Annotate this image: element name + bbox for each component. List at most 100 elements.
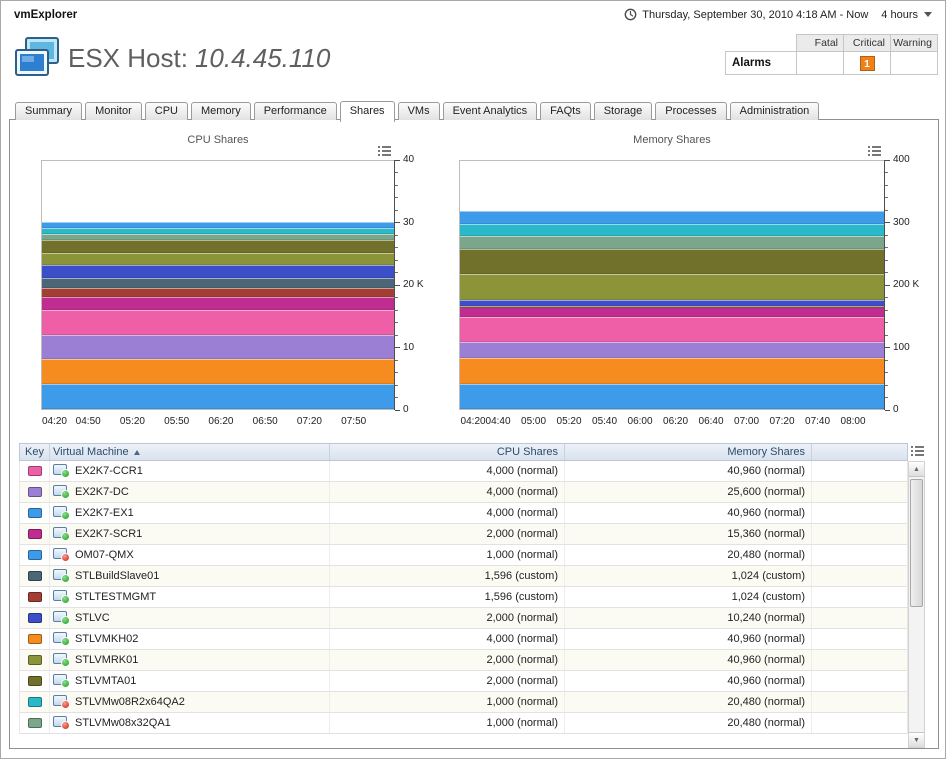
y-minor-tick [885, 184, 888, 186]
y-minor-tick [395, 197, 398, 198]
column-header-virtual-machine[interactable]: Virtual Machine [50, 444, 330, 460]
column-header-cpu-shares[interactable]: CPU Shares [330, 444, 565, 460]
memory-shares-value: 40,960 (normal) [565, 671, 812, 691]
vm-cell[interactable]: STLVC [50, 608, 330, 628]
y-tick [395, 409, 400, 411]
y-tick [395, 222, 400, 223]
content-panel: CPU Shares 0 10 20 K 30 40 04:20 04:50 05:20 05… [9, 119, 939, 749]
chart-menu-icon[interactable] [868, 144, 882, 156]
memory-shares-value: 1,024 (custom) [565, 587, 812, 607]
scrollbar-thumb[interactable] [910, 479, 923, 607]
vm-cell[interactable]: STLVMw08x32QA1 [50, 713, 330, 733]
key-cell [20, 650, 50, 670]
table-row[interactable]: EX2K7-EX1 4,000 (normal) 40,960 (normal) [19, 503, 908, 524]
y-minor-tick [395, 247, 398, 248]
memory-shares-value: 40,960 (normal) [565, 503, 812, 523]
vm-cell[interactable]: EX2K7-EX1 [50, 503, 330, 523]
series-band-stlvmrk01 [42, 252, 394, 266]
table-row[interactable]: EX2K7-DC 4,000 (normal) 25,600 (normal) [19, 482, 908, 503]
tab-vms[interactable]: VMs [397, 102, 440, 120]
x-tick-label: 07:50 [341, 416, 367, 427]
vm-cell[interactable]: EX2K7-CCR1 [50, 461, 330, 481]
y-tick-label: 200 K [893, 279, 920, 290]
table-row[interactable]: STLVC 2,000 (normal) 10,240 (normal) [19, 608, 908, 629]
x-axis: 04:20 04:50 05:20 05:50 06:20 06:50 07:20 07:50 [41, 415, 395, 429]
series-band-stlbuildslave01 [460, 306, 884, 307]
tab-memory[interactable]: Memory [190, 102, 251, 120]
key-swatch [27, 655, 42, 665]
tab-event-analytics[interactable]: Event Analytics [442, 102, 538, 120]
x-tick-label: 05:40 [592, 416, 618, 427]
table-row[interactable]: EX2K7-SCR1 2,000 (normal) 15,360 (normal… [19, 524, 908, 545]
table-header: Key Virtual Machine CPU Shares Memory Sh… [19, 443, 908, 461]
series-band-ex2k7-dc [460, 342, 884, 359]
table-scrollbar[interactable]: ▲ ▼ [908, 461, 925, 748]
vm-cell[interactable]: STLTESTMGMT [50, 587, 330, 607]
memory-shares-value: 15,360 (normal) [565, 524, 812, 544]
y-axis: 0 10 20 K 30 40 [394, 154, 430, 415]
scroll-down-icon[interactable]: ▼ [909, 732, 924, 747]
y-minor-tick [885, 309, 888, 311]
column-header-memory-shares[interactable]: Memory Shares [565, 444, 812, 460]
vm-cell[interactable]: EX2K7-DC [50, 482, 330, 502]
series-band-stlvmta01 [460, 249, 884, 275]
y-tick-label: 400 [893, 154, 910, 165]
vm-cell[interactable]: STLVMw08R2x64QA2 [50, 692, 330, 712]
cpu-shares-value: 4,000 (normal) [330, 482, 565, 502]
series-band-stlvmw08r2x64qa2 [42, 228, 394, 235]
critical-badge[interactable]: 1 [859, 55, 875, 71]
tab-cpu[interactable]: CPU [144, 102, 188, 120]
vm-cell[interactable]: STLVMRK01 [50, 650, 330, 670]
vm-status-icon [53, 611, 70, 625]
y-minor-tick [395, 234, 398, 236]
table-row[interactable]: STLVMw08x32QA1 1,000 (normal) 20,480 (no… [19, 713, 908, 734]
table-row[interactable]: STLBuildSlave01 1,596 (custom) 1,024 (cu… [19, 566, 908, 587]
tab-faqts[interactable]: FAQts [540, 102, 591, 120]
dropdown-caret-icon [924, 12, 932, 17]
tab-monitor[interactable]: Monitor [85, 102, 142, 120]
vm-cell[interactable]: EX2K7-SCR1 [50, 524, 330, 544]
y-minor-tick [885, 197, 888, 198]
series-band-ex2k7-ex1 [42, 384, 394, 409]
key-swatch [27, 508, 42, 518]
y-minor-tick [885, 259, 888, 261]
x-tick-label: 06:40 [698, 416, 724, 427]
table-row[interactable]: STLVMw08R2x64QA2 1,000 (normal) 20,480 (… [19, 692, 908, 713]
table-row[interactable]: STLTESTMGMT 1,596 (custom) 1,024 (custom… [19, 587, 908, 608]
time-range-selector[interactable]: Thursday, September 30, 2010 4:18 AM - N… [624, 8, 932, 21]
x-tick-label: 05:50 [164, 416, 190, 427]
tab-performance[interactable]: Performance [253, 102, 337, 120]
x-tick-label: 05:00 [521, 416, 547, 427]
scroll-up-icon[interactable]: ▲ [909, 462, 924, 477]
table-menu-icon[interactable] [911, 445, 925, 457]
tab-storage[interactable]: Storage [593, 102, 653, 120]
y-tick-label: 0 [893, 404, 899, 415]
key-cell [20, 461, 50, 481]
tab-shares[interactable]: Shares [339, 101, 395, 122]
table-row[interactable]: EX2K7-CCR1 4,000 (normal) 40,960 (normal… [19, 461, 908, 482]
vm-cell[interactable]: STLVMTA01 [50, 671, 330, 691]
x-tick-label: 05:20 [556, 416, 582, 427]
column-header-key[interactable]: Key [20, 444, 50, 460]
alarms-critical-count[interactable]: 1 [843, 51, 891, 75]
tab-administration[interactable]: Administration [729, 102, 820, 120]
vm-cell[interactable]: STLVMKH02 [50, 629, 330, 649]
tab-summary[interactable]: Summary [15, 102, 83, 120]
vm-name: STLVMKH02 [75, 633, 139, 645]
table-row[interactable]: STLVMTA01 2,000 (normal) 40,960 (normal) [19, 671, 908, 692]
y-tick-label: 0 [403, 404, 409, 415]
x-tick-label: 07:00 [734, 416, 760, 427]
alarms-corner [726, 35, 797, 52]
vm-cell[interactable]: OM07-QMX [50, 545, 330, 565]
y-tick-label: 30 [403, 216, 415, 228]
series-band-stlvc [460, 299, 884, 307]
x-tick-label: 04:50 [75, 416, 101, 427]
title-prefix: ESX Host: [68, 43, 188, 73]
vm-cell[interactable]: STLBuildSlave01 [50, 566, 330, 586]
memory-shares-value: 40,960 (normal) [565, 650, 812, 670]
tab-processes[interactable]: Processes [655, 102, 727, 120]
table-row[interactable]: STLVMRK01 2,000 (normal) 40,960 (normal) [19, 650, 908, 671]
table-row[interactable]: STLVMKH02 4,000 (normal) 40,960 (normal) [19, 629, 908, 650]
chart-menu-icon[interactable] [378, 144, 392, 156]
table-row[interactable]: OM07-QMX 1,000 (normal) 20,480 (normal) [19, 545, 908, 566]
